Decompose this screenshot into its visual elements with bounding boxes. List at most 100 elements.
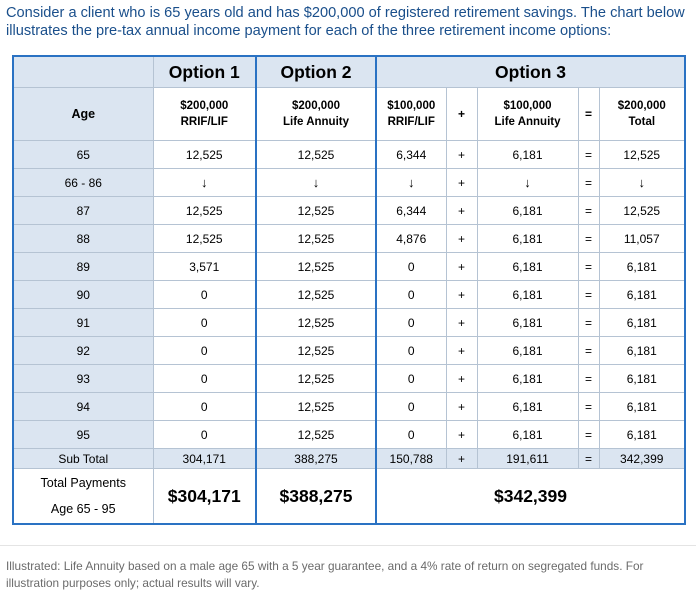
- equals-cell: =: [577, 420, 600, 449]
- opt3t-cell: 6,181: [598, 364, 686, 393]
- age-cell: 92: [12, 336, 154, 365]
- opt1-cell: 0: [152, 280, 257, 309]
- header-blank: [12, 55, 154, 88]
- opt1-cell: 12,525: [152, 196, 257, 225]
- opt2-cell: 12,525: [255, 364, 377, 393]
- opt3a-amount: $100,000: [387, 100, 436, 112]
- opt3a-cell: 0: [375, 392, 447, 421]
- option-1-header: Option 1: [152, 55, 257, 88]
- opt3t-cell: 6,181: [598, 252, 686, 281]
- age-cell: 95: [12, 420, 154, 449]
- opt1-cell: 12,525: [152, 224, 257, 253]
- opt3b-cell: 6,181: [476, 252, 579, 281]
- age-cell: 93: [12, 364, 154, 393]
- plus-cell: +: [445, 224, 478, 253]
- opt3a-cell: 6,344: [375, 196, 447, 225]
- opt3t-subheader: $200,000 Total: [598, 87, 686, 141]
- plus-cell: +: [445, 336, 478, 365]
- opt3a-cell: 0: [375, 364, 447, 393]
- opt1-cell: 0: [152, 392, 257, 421]
- opt1-cell: 0: [152, 308, 257, 337]
- footnote: Illustrated: Life Annuity based on a mal…: [6, 559, 644, 590]
- opt3a-cell: 0: [375, 252, 447, 281]
- plus-cell: +: [445, 196, 478, 225]
- equals-cell: =: [577, 140, 600, 169]
- retirement-income-table: Option 1 Option 2 Option 3 Age $200,000 R…: [12, 55, 686, 525]
- plus-header: +: [445, 87, 478, 141]
- age-cell: 88: [12, 224, 154, 253]
- opt3t-cell: 6,181: [598, 392, 686, 421]
- total-opt1: $304,171: [152, 468, 257, 525]
- down-arrow-icon: ↓: [598, 168, 686, 197]
- table-row: 88 12,525 12,525 4,876 + 6,181 = 11,057: [12, 224, 686, 253]
- table-row: 66 - 86 ↓ ↓ ↓ + ↓ = ↓: [12, 168, 686, 197]
- opt3t-amount: $200,000: [617, 100, 666, 112]
- subtotal-opt3b: 191,611: [476, 448, 579, 469]
- equals-cell: =: [577, 168, 600, 197]
- table-row: 93 0 12,525 0 + 6,181 = 6,181: [12, 364, 686, 393]
- table-row: 65 12,525 12,525 6,344 + 6,181 = 12,525: [12, 140, 686, 169]
- opt3b-cell: 6,181: [476, 224, 579, 253]
- plus-cell: +: [445, 308, 478, 337]
- total-label: Total Payments Age 65 - 95: [12, 468, 154, 525]
- opt1-cell: 0: [152, 420, 257, 449]
- opt3a-type: RRIF/LIF: [387, 116, 435, 128]
- subtotal-opt2: 388,275: [255, 448, 377, 469]
- opt3b-amount: $100,000: [503, 100, 552, 112]
- opt2-cell: 12,525: [255, 392, 377, 421]
- age-header: Age: [12, 87, 154, 141]
- down-arrow-icon: ↓: [255, 168, 377, 197]
- plus-cell: +: [445, 280, 478, 309]
- opt2-cell: 12,525: [255, 308, 377, 337]
- opt3b-cell: 6,181: [476, 196, 579, 225]
- opt3a-cell: 4,876: [375, 224, 447, 253]
- total-label-line1: Total Payments: [40, 476, 126, 490]
- opt2-cell: 12,525: [255, 224, 377, 253]
- opt3b-subheader: $100,000 Life Annuity: [476, 87, 579, 141]
- subtotal-row: Sub Total 304,171 388,275 150,788 + 191,…: [12, 448, 686, 469]
- table-row: 92 0 12,525 0 + 6,181 = 6,181: [12, 336, 686, 365]
- opt3t-cell: 6,181: [598, 336, 686, 365]
- age-cell: 65: [12, 140, 154, 169]
- option-2-header: Option 2: [255, 55, 377, 88]
- opt3t-cell: 6,181: [598, 308, 686, 337]
- total-row: Total Payments Age 65 - 95 $304,171 $388,…: [12, 468, 686, 525]
- opt3a-cell: 6,344: [375, 140, 447, 169]
- table-row: 95 0 12,525 0 + 6,181 = 6,181: [12, 420, 686, 449]
- down-arrow-icon: ↓: [476, 168, 579, 197]
- opt3b-type: Life Annuity: [494, 116, 561, 128]
- table-row: 87 12,525 12,525 6,344 + 6,181 = 12,525: [12, 196, 686, 225]
- opt2-cell: 12,525: [255, 336, 377, 365]
- opt3a-cell: 0: [375, 308, 447, 337]
- opt3t-cell: 12,525: [598, 196, 686, 225]
- opt1-cell: 3,571: [152, 252, 257, 281]
- age-cell: 66 - 86: [12, 168, 154, 197]
- table-row: 94 0 12,525 0 + 6,181 = 6,181: [12, 392, 686, 421]
- opt3a-cell: 0: [375, 420, 447, 449]
- age-cell: 90: [12, 280, 154, 309]
- opt3t-cell: 6,181: [598, 420, 686, 449]
- opt1-cell: 0: [152, 364, 257, 393]
- divider: [0, 545, 696, 546]
- table-row: 90 0 12,525 0 + 6,181 = 6,181: [12, 280, 686, 309]
- opt2-subheader: $200,000 Life Annuity: [255, 87, 377, 141]
- intro-text: Consider a client who is 65 years old an…: [6, 5, 685, 39]
- opt2-cell: 12,525: [255, 140, 377, 169]
- total-label-line2: Age 65 - 95: [50, 502, 116, 516]
- subtotal-equals: =: [577, 448, 600, 469]
- age-cell: 89: [12, 252, 154, 281]
- plus-cell: +: [445, 420, 478, 449]
- opt1-type: RRIF/LIF: [180, 116, 228, 128]
- age-cell: 87: [12, 196, 154, 225]
- opt3b-cell: 6,181: [476, 140, 579, 169]
- opt1-cell: 0: [152, 336, 257, 365]
- opt2-cell: 12,525: [255, 196, 377, 225]
- opt3t-type: Total: [628, 116, 656, 128]
- subtotal-plus: +: [445, 448, 478, 469]
- plus-cell: +: [445, 168, 478, 197]
- age-cell: 91: [12, 308, 154, 337]
- opt3a-subheader: $100,000 RRIF/LIF: [375, 87, 447, 141]
- opt2-cell: 12,525: [255, 420, 377, 449]
- table-row: 91 0 12,525 0 + 6,181 = 6,181: [12, 308, 686, 337]
- equals-cell: =: [577, 224, 600, 253]
